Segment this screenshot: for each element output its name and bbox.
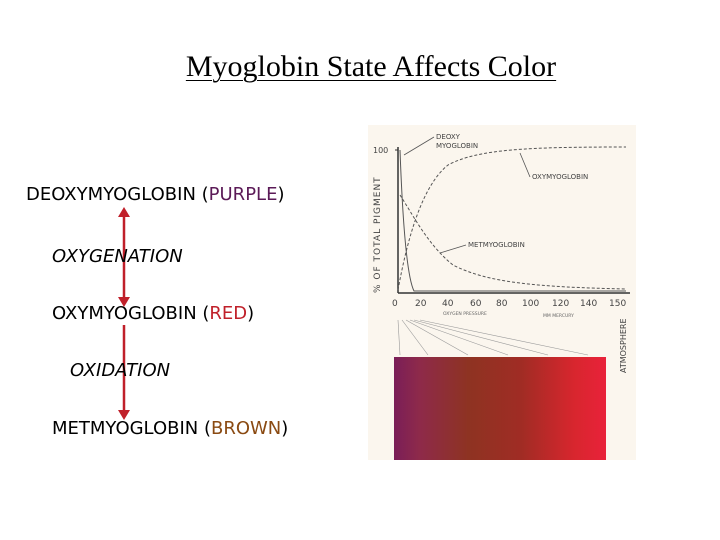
deoxy-curve-label-1: DEOXY (436, 133, 461, 141)
x-tick: 100 (522, 299, 539, 309)
leader-lines (397, 319, 589, 356)
x-tick: 120 (552, 299, 569, 309)
y-axis-label: % OF TOTAL PIGMENT (373, 176, 383, 293)
oxy-color-word: RED (209, 303, 248, 324)
met-color-word: BROWN (210, 418, 282, 439)
deoxy-color-word: PURPLE (208, 184, 278, 205)
oxymyoglobin-label: OXYMYOGLOBIN (RED) (52, 303, 255, 324)
x-tick: 60 (470, 299, 482, 309)
oxygenation-label: OXYGENATION (52, 246, 183, 267)
deoxy-curve-label-2: MYOGLOBIN (436, 142, 478, 150)
pigment-graph: 100 % OF TOTAL PIGMENT 0 20 40 60 80 100… (373, 133, 630, 460)
deoxymyoglobin-curve (399, 149, 626, 292)
x-tick: 150 (609, 299, 626, 309)
deoxymyoglobin-label: DEOXYMYOGLOBIN (PURPLE) (26, 184, 285, 205)
metmyoglobin-label: METMYOGLOBIN (BROWN) (52, 418, 289, 439)
oxygenation-double-arrow (118, 207, 130, 307)
met-curve-label: METMYOGLOBIN (468, 241, 525, 249)
metmyoglobin-curve (399, 194, 627, 290)
x-sublabel-oxygen: OXYGEN PRESSURE (443, 311, 487, 317)
pigment-graph-figure: 100 % OF TOTAL PIGMENT 0 20 40 60 80 100… (368, 125, 636, 460)
y-tick-100: 100 (373, 146, 388, 155)
x-tick: 80 (496, 299, 508, 309)
x-tick-labels: 0 20 40 60 80 100 120 140 150 (392, 299, 626, 309)
color-gradient-band (394, 357, 606, 460)
x-tick: 20 (415, 299, 427, 309)
page-title: Myoglobin State Affects Color (185, 50, 557, 83)
oxidation-label: OXIDATION (70, 360, 171, 381)
oxymyoglobin-curve (397, 146, 627, 291)
x-axis-label-atmosphere: ATMOSPHERE (619, 318, 628, 373)
oxy-curve-label: OXYMYOGLOBIN (532, 173, 588, 181)
x-tick: 140 (580, 299, 597, 309)
x-tick: 0 (392, 299, 398, 309)
oxidation-arrow (118, 325, 130, 420)
x-tick: 40 (442, 299, 454, 309)
x-sublabel-mercury: MM MERCURY (543, 313, 574, 319)
